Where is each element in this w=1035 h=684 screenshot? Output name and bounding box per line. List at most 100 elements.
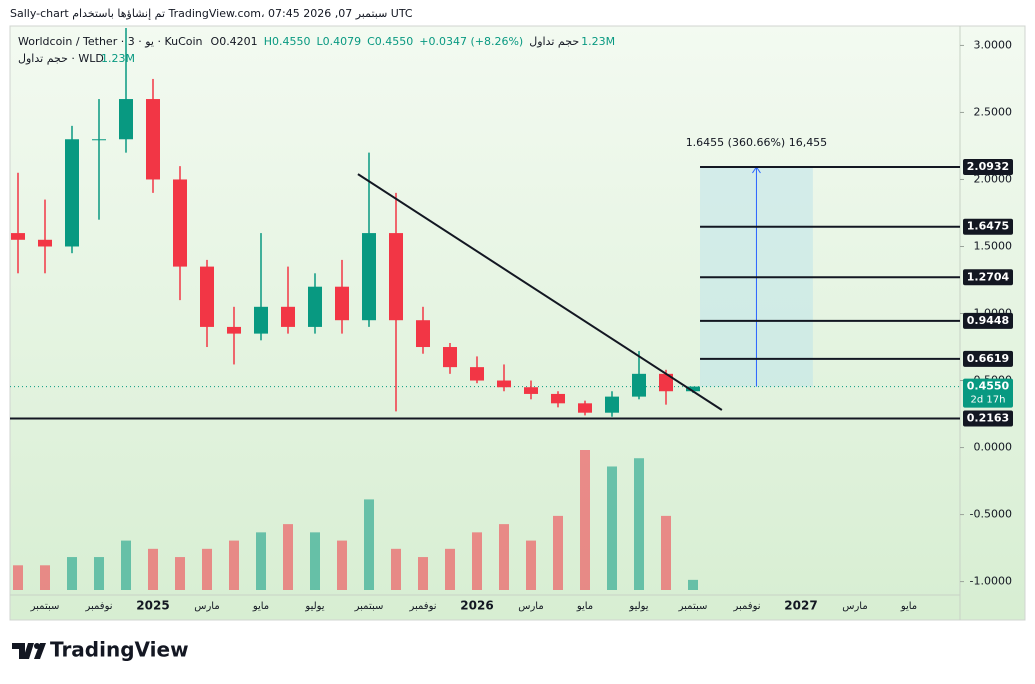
logo-icon-part bbox=[34, 643, 46, 659]
x-tick-label: نوفمبر bbox=[84, 601, 112, 612]
legend: Worldcoin / Tether · 3 · يو · KuCoin حجم… bbox=[18, 35, 615, 65]
candle-body bbox=[11, 233, 25, 240]
y-tick-label: 0.0000 bbox=[974, 441, 1013, 454]
ohlc-value: L0.4079 bbox=[316, 35, 361, 48]
volume-bar bbox=[526, 540, 536, 590]
volume-bar bbox=[94, 557, 104, 590]
ohlc-value: H0.4550 bbox=[264, 35, 311, 48]
logo-icon bbox=[12, 643, 34, 659]
volume-bar bbox=[337, 540, 347, 590]
plot: -1.0000-0.50000.00000.50001.00001.50002.… bbox=[10, 28, 1013, 613]
candle-body bbox=[227, 326, 241, 334]
level-label: 2.0932 bbox=[967, 160, 1009, 173]
volume-value: 1.23M bbox=[581, 35, 615, 48]
candle-body bbox=[659, 373, 673, 392]
level-tag bbox=[963, 350, 1013, 367]
x-tick-label: مايو bbox=[576, 601, 593, 612]
level-tag bbox=[963, 218, 1013, 235]
candle-body bbox=[146, 99, 160, 180]
candle-body bbox=[578, 403, 592, 413]
brand: TradingView bbox=[50, 638, 189, 662]
volume-bar bbox=[445, 548, 455, 590]
volume-bar bbox=[661, 515, 671, 590]
volume-bar bbox=[607, 466, 617, 590]
y-tick-label: 2.5000 bbox=[974, 105, 1013, 118]
volume-bar bbox=[175, 557, 185, 590]
volume-bar bbox=[283, 524, 293, 590]
ohlc-value: O0.4201 bbox=[211, 35, 258, 48]
volume-legend: حجم تداول · WLD bbox=[18, 52, 104, 65]
volume-bar bbox=[391, 548, 401, 590]
ohlc-value: C0.4550 bbox=[367, 35, 413, 48]
ohlc-value: +0.0347 (+8.26%) bbox=[419, 35, 523, 48]
x-tick-label: 2025 bbox=[136, 599, 169, 613]
price-tag bbox=[963, 378, 1013, 408]
level-label: 0.6619 bbox=[967, 352, 1009, 365]
candle-body bbox=[605, 396, 619, 413]
x-tick-label: مارس bbox=[518, 601, 543, 612]
candle-body bbox=[335, 286, 349, 321]
volume-bar bbox=[472, 532, 482, 590]
x-tick-label: 2026 bbox=[460, 599, 493, 613]
level-tag bbox=[963, 410, 1013, 427]
candle-body bbox=[686, 386, 700, 392]
chart-frame bbox=[9, 25, 1026, 621]
volume-bar bbox=[202, 548, 212, 590]
candle-body bbox=[38, 239, 52, 247]
candle-body bbox=[173, 179, 187, 267]
volume-bar bbox=[148, 548, 158, 590]
candle-body bbox=[308, 286, 322, 327]
y-tick-label: 3.0000 bbox=[974, 38, 1013, 51]
x-tick-label: نوفمبر bbox=[732, 601, 760, 612]
x-tick-label: سبتمبر bbox=[30, 601, 60, 612]
volume-bar bbox=[256, 532, 266, 590]
candle-body bbox=[281, 306, 295, 327]
x-tick-label: يوليو bbox=[304, 601, 324, 612]
volume-legend-value: 1.23M bbox=[101, 52, 135, 65]
volume-name: حجم تداول bbox=[529, 35, 579, 48]
projection-label: 1.6455 (360.66%) 16,455 bbox=[686, 136, 828, 149]
y-tick-label: -1.0000 bbox=[970, 575, 1012, 588]
x-tick-label: مارس bbox=[194, 601, 219, 612]
y-tick-label: 1.5000 bbox=[974, 239, 1013, 252]
symbol: Worldcoin / Tether · 3 · يو · KuCoin bbox=[18, 35, 203, 48]
volume-bar bbox=[499, 524, 509, 590]
volume-bar bbox=[580, 450, 590, 590]
volume-bar bbox=[67, 557, 77, 590]
volume-bar bbox=[121, 540, 131, 590]
candle-body bbox=[497, 380, 511, 388]
x-tick-label: سبتمبر bbox=[678, 601, 708, 612]
candle-body bbox=[470, 367, 484, 381]
level-label: 0.9448 bbox=[967, 314, 1009, 327]
level-tag bbox=[963, 312, 1013, 329]
x-tick-label: يوليو bbox=[628, 601, 648, 612]
candle-body bbox=[389, 233, 403, 321]
candle-body bbox=[551, 393, 565, 404]
y-tick-label: -0.5000 bbox=[970, 508, 1012, 521]
x-tick-label: مايو bbox=[900, 601, 917, 612]
countdown: 2d 17h bbox=[971, 395, 1006, 406]
volume-bar bbox=[310, 532, 320, 590]
level-tag bbox=[963, 269, 1013, 286]
candle-body bbox=[254, 306, 268, 334]
volume-bar bbox=[40, 565, 50, 590]
volume-bar bbox=[553, 515, 563, 590]
volume-bar bbox=[364, 499, 374, 590]
y-tick-label: 2.0000 bbox=[974, 172, 1013, 185]
x-tick-label: نوفمبر bbox=[408, 601, 436, 612]
candle-body bbox=[524, 387, 538, 394]
volume-bar bbox=[229, 540, 239, 590]
volume-bar bbox=[418, 557, 428, 590]
logo: TradingView bbox=[12, 638, 189, 662]
candle-body bbox=[92, 139, 106, 141]
volume-bar bbox=[13, 565, 23, 590]
level-label: 1.6475 bbox=[967, 220, 1009, 233]
candle-body bbox=[119, 99, 133, 140]
candle-body bbox=[416, 320, 430, 348]
x-tick-label: 2027 bbox=[784, 599, 817, 613]
candle-body bbox=[200, 266, 214, 327]
trendline bbox=[357, 173, 723, 411]
x-tick-label: سبتمبر bbox=[354, 601, 384, 612]
